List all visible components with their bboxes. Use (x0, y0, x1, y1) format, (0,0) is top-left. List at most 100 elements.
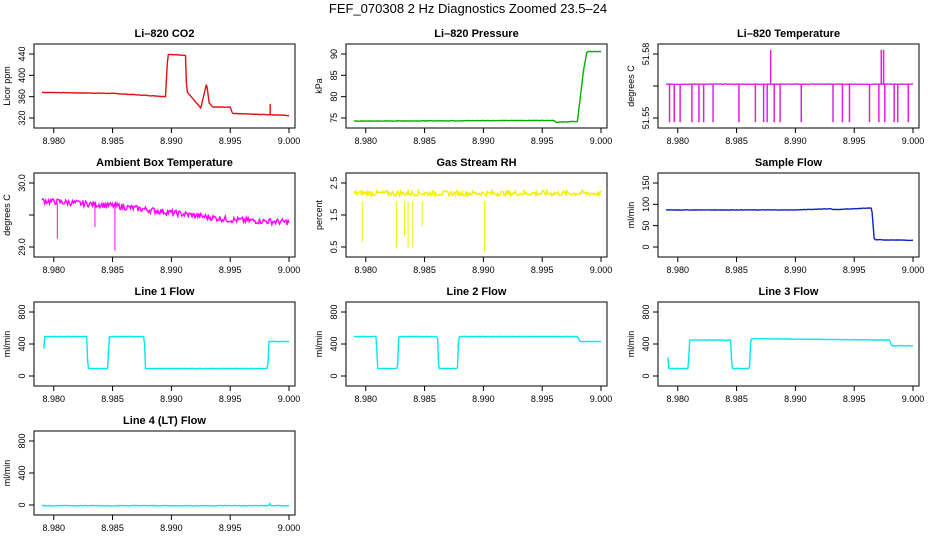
chart-panel: Ambient Box Temperature degrees C 8.980 8.9… (2, 157, 300, 275)
chart-title: Line 2 Flow (447, 286, 507, 298)
y-tick-label: 51.55 (641, 107, 651, 130)
y-axis-label: ml/min (626, 331, 636, 358)
plot-frame (33, 430, 296, 516)
plot-frame (33, 43, 296, 129)
x-tick-label: 8.990 (784, 394, 807, 404)
x-tick-label: 8.990 (472, 394, 495, 404)
x-tick-label: 8.980 (354, 136, 377, 146)
y-axis-label: degrees C (2, 194, 12, 236)
y-axis-label: ml/min (2, 460, 12, 487)
y-tick-label: 90 (329, 49, 339, 59)
x-tick-label: 8.995 (531, 394, 554, 404)
y-tick-label: 29.0 (17, 238, 27, 256)
x-tick-label: 8.995 (843, 265, 866, 275)
y-axis-label: degrees C (626, 65, 636, 107)
x-tick-label: 8.980 (354, 265, 377, 275)
y-tick-label: 320 (17, 110, 27, 125)
y-tick-label: 360 (17, 89, 27, 104)
data-series-line (41, 197, 290, 227)
plot-frame (657, 172, 920, 258)
data-series-line (353, 50, 601, 124)
x-tick-label: 8.980 (354, 394, 377, 404)
y-tick-label: 0 (17, 502, 27, 507)
plot-frame (33, 301, 296, 387)
chart-title: Li–820 Temperature (737, 28, 840, 40)
chart-title: Ambient Box Temperature (96, 157, 233, 169)
y-tick-label: 400 (641, 336, 651, 351)
x-tick-label: 8.985 (101, 394, 124, 404)
chart-title: Sample Flow (755, 157, 823, 169)
x-tick-label: 8.995 (531, 136, 554, 146)
data-series-line (41, 501, 290, 507)
y-tick-label: 75 (329, 113, 339, 123)
x-tick-label: 8.985 (101, 136, 124, 146)
plot-frame (345, 172, 608, 258)
data-series-line (43, 335, 289, 370)
x-tick-label: 8.990 (160, 265, 183, 275)
y-tick-label: 50 (641, 221, 651, 231)
x-tick-label: 8.985 (413, 265, 436, 275)
x-tick-label: 9.000 (902, 265, 925, 275)
x-tick-label: 8.985 (413, 136, 436, 146)
chart-panel: Line 3 Flow ml/min 8.980 8.985 8.990 8.995 9.0… (626, 286, 924, 404)
x-tick-label: 9.000 (902, 136, 925, 146)
x-tick-label: 9.000 (590, 136, 613, 146)
y-tick-label: 0.5 (329, 241, 339, 254)
y-axis-label: ml/min (314, 331, 324, 358)
x-tick-label: 8.980 (666, 394, 689, 404)
chart-title: Line 1 Flow (135, 286, 195, 298)
y-tick-label: 85 (329, 70, 339, 80)
chart-title: Li–820 Pressure (434, 28, 518, 40)
x-tick-label: 9.000 (278, 136, 301, 146)
data-series-line (665, 207, 914, 242)
x-tick-label: 8.995 (219, 394, 242, 404)
data-series-line (667, 337, 913, 370)
chart-panel: Sample Flow ml/min 8.980 8.985 8.990 8.995 9.0… (626, 157, 924, 275)
x-tick-label: 8.990 (160, 136, 183, 146)
y-axis-label: ml/min (626, 202, 636, 229)
x-tick-label: 8.995 (219, 136, 242, 146)
plot-frame (345, 301, 608, 387)
y-axis-label: ml/min (2, 331, 12, 358)
x-tick-label: 8.990 (784, 136, 807, 146)
x-tick-label: 8.980 (42, 394, 65, 404)
x-tick-label: 8.990 (160, 523, 183, 533)
y-tick-label: 0 (641, 373, 651, 378)
y-tick-label: 800 (641, 304, 651, 319)
x-tick-label: 8.980 (42, 523, 65, 533)
x-tick-label: 8.995 (843, 394, 866, 404)
x-tick-label: 8.995 (219, 523, 242, 533)
y-tick-label: 1.5 (329, 209, 339, 222)
x-tick-label: 8.985 (413, 394, 436, 404)
data-series-line (42, 53, 290, 117)
plot-frame (345, 43, 608, 129)
x-tick-label: 8.995 (219, 265, 242, 275)
y-axis-label: percent (314, 199, 324, 230)
x-tick-label: 8.990 (784, 265, 807, 275)
y-tick-label: 800 (17, 433, 27, 448)
x-tick-label: 8.980 (666, 136, 689, 146)
y-axis-label: kPa (314, 78, 324, 94)
x-tick-label: 8.985 (725, 136, 748, 146)
chart-panel: Line 2 Flow ml/min 8.980 8.985 8.990 8.995 9.0… (314, 286, 612, 404)
chart-title: Gas Stream RH (436, 157, 516, 169)
data-series-line (353, 188, 602, 199)
y-tick-label: 400 (17, 465, 27, 480)
y-tick-label: 440 (17, 46, 27, 61)
y-tick-label: 400 (329, 336, 339, 351)
y-tick-label: 51.58 (641, 43, 651, 66)
x-tick-label: 8.990 (472, 136, 495, 146)
x-tick-label: 8.985 (725, 265, 748, 275)
plot-frame (33, 172, 296, 258)
x-tick-label: 9.000 (902, 394, 925, 404)
x-tick-label: 8.990 (472, 265, 495, 275)
x-tick-label: 8.980 (666, 265, 689, 275)
chart-title: Line 4 (LT) Flow (123, 415, 206, 427)
chart-panel: Li–820 Temperature degrees C 8.980 8.985 8.9… (626, 28, 924, 146)
y-tick-label: 100 (641, 197, 651, 212)
x-tick-label: 8.985 (725, 394, 748, 404)
y-tick-label: 80 (329, 92, 339, 102)
y-tick-label: 0 (641, 244, 651, 249)
chart-title: Line 3 Flow (759, 286, 819, 298)
